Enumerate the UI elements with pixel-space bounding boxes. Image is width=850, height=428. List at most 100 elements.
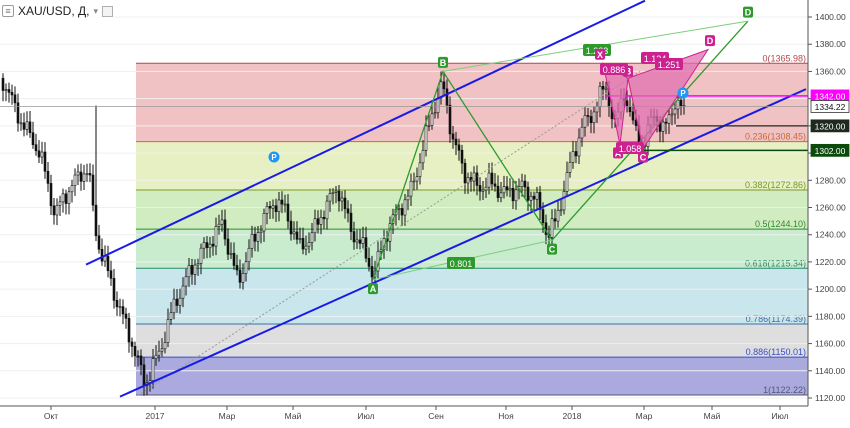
pattern-point-badge[interactable] [368, 283, 378, 295]
pattern-point-label: C [640, 152, 647, 162]
candle-body [277, 199, 281, 213]
symbol-title[interactable]: XAU/USD, Д, [18, 4, 90, 18]
chart-grid [0, 16, 808, 399]
candle-body [568, 162, 572, 173]
symbol-icon[interactable]: ≡ [2, 5, 14, 17]
price-tag[interactable] [810, 100, 850, 113]
candle-body [208, 243, 212, 249]
candle-body [430, 113, 434, 126]
pattern-ratio-badge[interactable] [655, 58, 683, 70]
candle-body [472, 172, 476, 182]
pattern-ratio-label: 0.886 [603, 65, 626, 75]
pattern-point-badge[interactable] [705, 35, 715, 47]
candle-body [319, 217, 323, 225]
fib-level-label: 1(1122.22) [763, 385, 806, 395]
candle-body [565, 172, 569, 192]
candle-body [556, 210, 560, 222]
fib-band [136, 141, 808, 191]
candle-body [19, 122, 23, 125]
candle-body [133, 346, 137, 357]
pattern-point-label: B [625, 67, 632, 77]
candle-body [7, 89, 11, 93]
p-marker[interactable] [268, 151, 280, 163]
time-axis-label: Май [285, 411, 302, 421]
candle-body [589, 116, 593, 124]
candle-body [325, 200, 329, 220]
pattern-point-badge[interactable] [438, 56, 448, 68]
candle-body [154, 354, 158, 359]
pattern-point-label: D [745, 8, 752, 18]
price-tag[interactable] [810, 119, 850, 133]
candle-body [97, 235, 101, 250]
candle-body [406, 195, 410, 201]
time-axis[interactable]: Окт 2017 Мар Май Июл Сен Ноя 2018 Мар Май Июл [0, 405, 850, 423]
fib-band [136, 63, 808, 142]
pattern-ratio-badge[interactable] [600, 63, 628, 75]
candle-body [55, 205, 59, 216]
candle-body [502, 186, 506, 194]
pattern-point-badge[interactable] [595, 48, 605, 60]
candle-body [274, 205, 278, 213]
candle-body [457, 144, 461, 151]
candle-body [175, 298, 179, 306]
candle-body [253, 233, 257, 242]
candle-body [562, 191, 566, 211]
candle-body [130, 341, 134, 347]
candle-body [262, 213, 266, 232]
candle-body [67, 191, 71, 204]
pattern-ratio-badge[interactable] [616, 142, 644, 154]
price-axis[interactable]: 1400.001380.001360.001340.001320.001300.… [807, 0, 850, 423]
price-tag[interactable] [810, 143, 850, 157]
interval-dropdown-icon[interactable]: ▾ [93, 5, 99, 16]
candle-body [559, 209, 563, 212]
candle-body [292, 231, 296, 235]
candle-body [298, 238, 302, 240]
price-axis-label: 1200.00 [815, 284, 846, 294]
price-tag-label: 1320.00 [815, 121, 846, 131]
trend-line-dotted[interactable] [137, 71, 641, 396]
candle-body [79, 171, 83, 182]
pattern-point-badge[interactable] [547, 243, 557, 255]
candle-body [529, 195, 533, 201]
candle-body [265, 206, 269, 214]
candle-body [139, 355, 143, 366]
candle-body [397, 208, 401, 210]
fib-level-label: 0.5(1244.10) [755, 219, 806, 229]
pattern-ratio-badge[interactable] [447, 257, 475, 269]
channel-lower-line[interactable] [119, 88, 807, 398]
candle-body [481, 189, 485, 192]
fib-level-label: 0.236(1308.45) [745, 132, 806, 142]
candle-body [187, 265, 191, 278]
candle-body [631, 111, 635, 121]
candle-body [487, 172, 491, 188]
channel-upper-line[interactable] [85, 0, 646, 266]
symbol-header: ≡ XAU/USD, Д, ▾ [0, 0, 114, 22]
price-axis-label: 1180.00 [815, 311, 845, 321]
p-marker[interactable] [677, 87, 689, 99]
time-axis-label: Июл [771, 411, 788, 421]
candle-body [460, 149, 464, 164]
candle-body [577, 137, 581, 157]
candle-body [142, 364, 146, 387]
candle-body [85, 173, 89, 175]
hide-icon[interactable] [102, 5, 114, 17]
blue-channel[interactable] [85, 0, 807, 398]
candle-body [109, 270, 113, 279]
candle-body [115, 300, 119, 308]
pattern-ratio-label: 0.801 [450, 259, 473, 269]
candle-body [16, 102, 20, 124]
pattern-point-badge[interactable] [638, 151, 648, 163]
price-axis-label: 1400.00 [815, 12, 846, 22]
pattern-point-badge[interactable] [743, 6, 753, 18]
time-axis-label: Сен [428, 411, 444, 421]
candle-body [361, 237, 365, 244]
candle-body [214, 226, 218, 247]
candle-body [418, 162, 422, 177]
fib-level-label: 0(1365.98) [762, 53, 806, 63]
candle-body [661, 121, 665, 132]
candle-body [532, 195, 536, 200]
candle-body [247, 247, 251, 263]
